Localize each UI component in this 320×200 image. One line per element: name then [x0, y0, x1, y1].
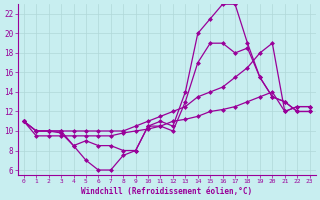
X-axis label: Windchill (Refroidissement éolien,°C): Windchill (Refroidissement éolien,°C): [81, 187, 252, 196]
